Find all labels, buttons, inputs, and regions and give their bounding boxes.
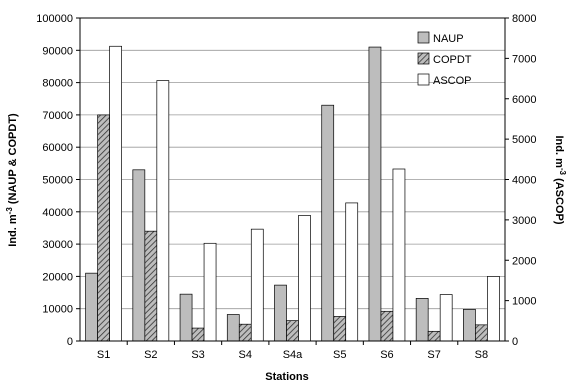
bar-naup-s6: [368, 46, 382, 342]
x-axis-ticks: S1 S2 S3 S4 S4a S5 S6 S7 S8: [97, 341, 488, 361]
left-tick-label: 50000: [42, 175, 73, 187]
bar-naup-s4: [226, 314, 240, 342]
bar-copdt-s6: [380, 310, 394, 342]
right-tick-label: 8000: [512, 13, 536, 25]
right-tick-label: 2000: [512, 255, 536, 267]
right-tick-label: 6000: [512, 94, 536, 106]
right-axis-title-rest: (ASCOP): [553, 175, 565, 225]
x-tick-label: S6: [380, 349, 393, 361]
legend-label-copdt: COPDT: [433, 54, 472, 66]
left-tick-label: 60000: [42, 142, 73, 154]
bar-copdt-s3: [191, 327, 205, 342]
bar-ascop-s8: [487, 276, 500, 342]
bar-copdt-s8: [475, 324, 488, 342]
x-tick-label: S2: [144, 349, 157, 361]
bar-ascop-s4: [250, 228, 264, 342]
bar-naup-s3: [179, 293, 193, 342]
legend-swatch-naup: [417, 31, 430, 44]
right-tick-label: 1000: [512, 296, 536, 308]
right-tick-label: 0: [512, 336, 518, 348]
bar-ascop-s5: [345, 202, 359, 342]
bar-ascop-s3: [203, 242, 217, 342]
x-tick-label: S5: [333, 349, 346, 361]
right-tick-label: 3000: [512, 215, 536, 227]
left-tick-label: 100000: [36, 13, 73, 25]
bar-naup-s4a: [274, 284, 287, 342]
bar-ascop-s4a: [298, 215, 311, 342]
bar-copdt-s4: [238, 323, 252, 342]
left-tick-label: 90000: [42, 45, 73, 57]
left-tick-label: 40000: [42, 207, 73, 219]
bar-copdt-s4a: [286, 320, 299, 342]
left-tick-label: 70000: [42, 110, 73, 122]
right-axis-title: Ind. m-3 (ASCOP): [553, 135, 567, 224]
left-tick-label: 80000: [42, 78, 73, 90]
x-tick-label: S7: [427, 349, 440, 361]
legend: NAUP COPDT ASCOP: [417, 31, 472, 87]
left-tick-label: 0: [67, 336, 73, 348]
x-tick-label: S4: [239, 349, 252, 361]
bar-ascop-s6: [392, 168, 406, 342]
left-tick-label: 20000: [42, 271, 73, 283]
left-axis-title-sup: -3: [5, 207, 14, 215]
bar-copdt-s2: [144, 230, 158, 342]
bar-copdt-s7: [427, 330, 441, 342]
bar-ascop-s7: [439, 294, 453, 342]
bars: [85, 45, 500, 342]
left-axis-title-main: Ind. m: [7, 214, 19, 247]
left-tick-label: 30000: [42, 239, 73, 251]
right-tick-label: 7000: [512, 53, 536, 65]
legend-swatch-ascop: [417, 73, 430, 86]
legend-label-ascop: ASCOP: [433, 75, 472, 87]
x-tick-label: S8: [475, 349, 488, 361]
left-axis-ticks: 0 10000 20000 30000 40000 50000 60000 70000 8000…: [36, 13, 80, 348]
bar-ascop-s2: [156, 80, 170, 342]
legend-label-naup: NAUP: [433, 33, 464, 45]
x-tick-label: S1: [97, 349, 110, 361]
x-tick-label: S3: [191, 349, 204, 361]
right-tick-label: 4000: [512, 175, 536, 187]
left-axis-title: Ind. m-3 (NAUP & COPDT): [5, 113, 19, 247]
right-axis-title-main: Ind. m: [553, 135, 565, 168]
x-tick-label: S4a: [283, 349, 303, 361]
right-axis-ticks: 0 1000 2000 3000 4000 5000 6000 7000 8000: [505, 13, 536, 348]
right-tick-label: 5000: [512, 134, 536, 146]
bar-naup-s8: [463, 308, 476, 342]
bar-copdt-s5: [333, 316, 347, 342]
bar-ascop-s1: [109, 45, 122, 342]
left-tick-label: 10000: [42, 304, 73, 316]
bar-naup-s2: [132, 169, 146, 342]
left-axis-title-rest: (NAUP & COPDT): [7, 113, 19, 207]
bar-naup-s5: [321, 104, 335, 342]
x-axis-title: Stations: [265, 371, 308, 382]
legend-swatch-copdt: [417, 52, 430, 65]
bar-copdt-s1: [97, 114, 110, 342]
right-axis-title-sup: -3: [558, 168, 567, 176]
bar-naup-s7: [415, 298, 429, 342]
bar-naup-s1: [85, 272, 98, 342]
